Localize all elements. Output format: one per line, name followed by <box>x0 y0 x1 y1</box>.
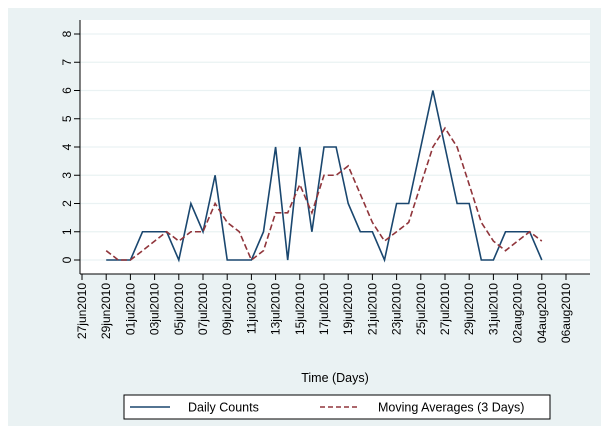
x-tick-label: 13jul2010 <box>269 283 283 335</box>
x-axis-title: Time (Days) <box>301 371 369 385</box>
x-tick-label: 29jul2010 <box>462 283 476 335</box>
legend-label-moving-averages: Moving Averages (3 Days) <box>378 401 524 415</box>
y-tick-label: 7 <box>60 59 74 66</box>
x-tick-label: 27jun2010 <box>75 283 89 339</box>
y-tick-label: 5 <box>60 115 74 122</box>
x-tick-label: 27jul2010 <box>438 283 452 335</box>
x-tick-label: 21jul2010 <box>365 283 379 335</box>
x-tick-label: 23jul2010 <box>390 283 404 335</box>
x-tick-label: 09jul2010 <box>220 283 234 335</box>
x-tick-label: 25jul2010 <box>414 283 428 335</box>
x-tick-label: 05jul2010 <box>172 283 186 335</box>
y-tick-label: 0 <box>60 256 74 263</box>
x-tick-label: 01jul2010 <box>123 283 137 335</box>
x-tick-label: 19jul2010 <box>341 283 355 335</box>
legend-label-daily-counts: Daily Counts <box>188 401 259 415</box>
y-tick-label: 2 <box>60 200 74 207</box>
x-tick-label: 31jul2010 <box>486 283 500 335</box>
x-tick-label: 02aug2010 <box>511 283 525 343</box>
x-axis-ticks: 27jun2010 29jun2010 01jul2010 03jul2010 05ju… <box>75 274 573 343</box>
x-tick-label: 07jul2010 <box>196 283 210 335</box>
x-tick-label: 06aug2010 <box>559 283 573 343</box>
x-tick-label: 29jun2010 <box>99 283 113 339</box>
x-tick-label: 15jul2010 <box>293 283 307 335</box>
x-tick-label: 11jul2010 <box>244 283 258 334</box>
x-tick-label: 03jul2010 <box>148 283 162 335</box>
y-tick-label: 3 <box>60 172 74 179</box>
x-tick-label: 17jul2010 <box>317 283 331 335</box>
x-tick-label: 04aug2010 <box>535 283 549 343</box>
y-tick-label: 8 <box>60 30 74 37</box>
y-tick-label: 4 <box>60 143 74 150</box>
y-tick-label: 1 <box>60 228 74 235</box>
y-tick-label: 6 <box>60 87 74 94</box>
legend: Daily Counts Moving Averages (3 Days) <box>124 395 550 419</box>
